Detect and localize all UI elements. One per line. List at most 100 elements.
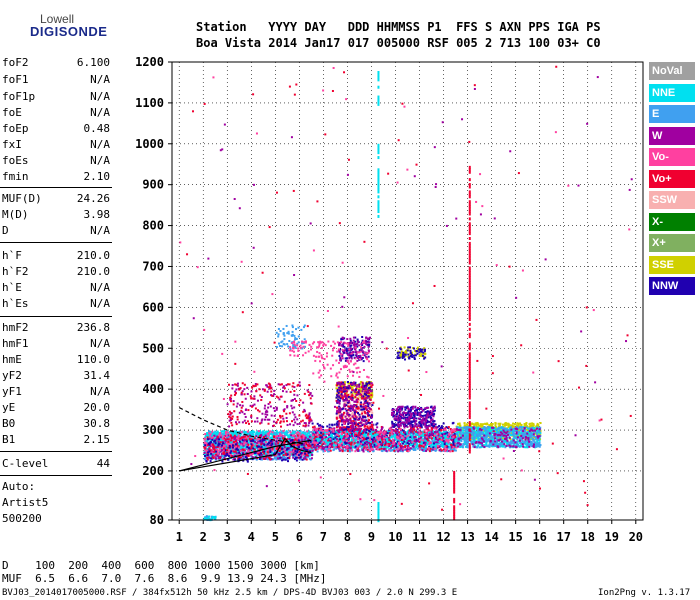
echo-point xyxy=(283,453,286,456)
echo-point xyxy=(253,445,256,448)
echo-point xyxy=(286,453,289,456)
echo-point xyxy=(255,433,258,436)
echo-point xyxy=(396,429,399,432)
echo-point xyxy=(367,434,370,437)
echo-point xyxy=(361,432,364,435)
echo-point xyxy=(432,426,435,429)
echo-point xyxy=(382,437,385,440)
echo-point xyxy=(282,435,285,438)
echo-point xyxy=(398,449,401,452)
echo-point xyxy=(228,430,231,433)
echo-point xyxy=(327,448,330,451)
echo-point xyxy=(401,428,404,431)
echo-point xyxy=(267,434,270,437)
echo-point xyxy=(354,445,357,448)
echo-point xyxy=(418,439,421,442)
echo-point xyxy=(363,433,366,436)
echo-point xyxy=(423,429,426,432)
echo-point xyxy=(208,430,211,433)
echo-point xyxy=(362,450,365,453)
echo-point xyxy=(332,428,335,431)
echo-point xyxy=(410,432,413,435)
echo-point xyxy=(411,447,414,450)
echo-point xyxy=(250,455,253,458)
echo-point xyxy=(439,441,442,444)
echo-point xyxy=(214,446,217,449)
echo-point xyxy=(308,442,311,445)
echo-point xyxy=(227,434,230,437)
echo-point xyxy=(446,450,449,453)
echo-point xyxy=(257,440,260,443)
echo-point xyxy=(353,434,356,437)
echo-point xyxy=(391,429,394,432)
echo-point xyxy=(400,441,403,444)
echo-point xyxy=(447,441,450,444)
echo-point xyxy=(314,436,317,439)
echo-point xyxy=(295,459,298,462)
echo-point xyxy=(203,453,206,456)
echo-point xyxy=(394,438,397,441)
auto-text: 500200 xyxy=(2,512,42,525)
echo-point xyxy=(229,453,232,456)
echo-point xyxy=(421,433,424,436)
echo-point xyxy=(401,442,404,445)
echo-point xyxy=(450,445,453,448)
echo-point xyxy=(373,436,376,439)
echo-point xyxy=(254,445,257,448)
echo-point xyxy=(206,456,209,459)
echo-point xyxy=(316,450,319,453)
echo-point xyxy=(211,454,214,457)
echo-point xyxy=(350,441,353,444)
echo-point xyxy=(289,430,292,433)
echo-point xyxy=(373,433,376,436)
echo-point xyxy=(346,432,349,435)
echo-point xyxy=(300,445,303,448)
echo-point xyxy=(433,427,436,430)
echo-point xyxy=(415,443,418,446)
echo-point xyxy=(259,430,262,433)
echo-point xyxy=(415,445,418,448)
echo-point xyxy=(305,451,308,454)
echo-point xyxy=(243,432,246,435)
echo-point xyxy=(210,437,213,440)
echo-point xyxy=(288,437,291,440)
echo-point xyxy=(432,443,435,446)
echo-point xyxy=(392,444,395,447)
echo-point xyxy=(393,436,396,439)
echo-point xyxy=(426,433,429,436)
echo-point xyxy=(378,437,381,440)
echo-point xyxy=(402,437,405,440)
echo-point xyxy=(358,439,361,442)
echo-point xyxy=(338,448,341,451)
echo-point xyxy=(411,430,414,433)
echo-point xyxy=(433,449,436,452)
echo-point xyxy=(383,439,386,442)
param-name: foF2 xyxy=(2,56,29,69)
echo-point xyxy=(378,448,381,451)
echo-point xyxy=(430,438,433,441)
echo-point xyxy=(397,421,400,424)
echo-point xyxy=(312,432,315,435)
echo-point xyxy=(406,449,409,452)
echo-point xyxy=(426,429,429,432)
echo-point xyxy=(401,450,404,453)
echo-point xyxy=(348,449,351,452)
echo-point xyxy=(396,428,399,431)
echo-point xyxy=(430,437,433,440)
echo-point xyxy=(249,431,252,434)
echo-point xyxy=(291,433,294,436)
echo-point xyxy=(326,437,329,440)
echo-point xyxy=(239,449,242,452)
echo-point xyxy=(377,435,380,438)
echo-point xyxy=(204,447,207,450)
echo-point xyxy=(305,448,308,451)
param-name: foEs xyxy=(2,154,29,167)
echo-point xyxy=(213,433,216,436)
echo-point xyxy=(369,446,372,449)
echo-point xyxy=(332,444,335,447)
echo-point xyxy=(347,434,350,437)
echo-point xyxy=(414,443,417,446)
echo-point xyxy=(341,439,344,442)
echo-point xyxy=(274,432,277,435)
echo-point xyxy=(211,434,214,437)
